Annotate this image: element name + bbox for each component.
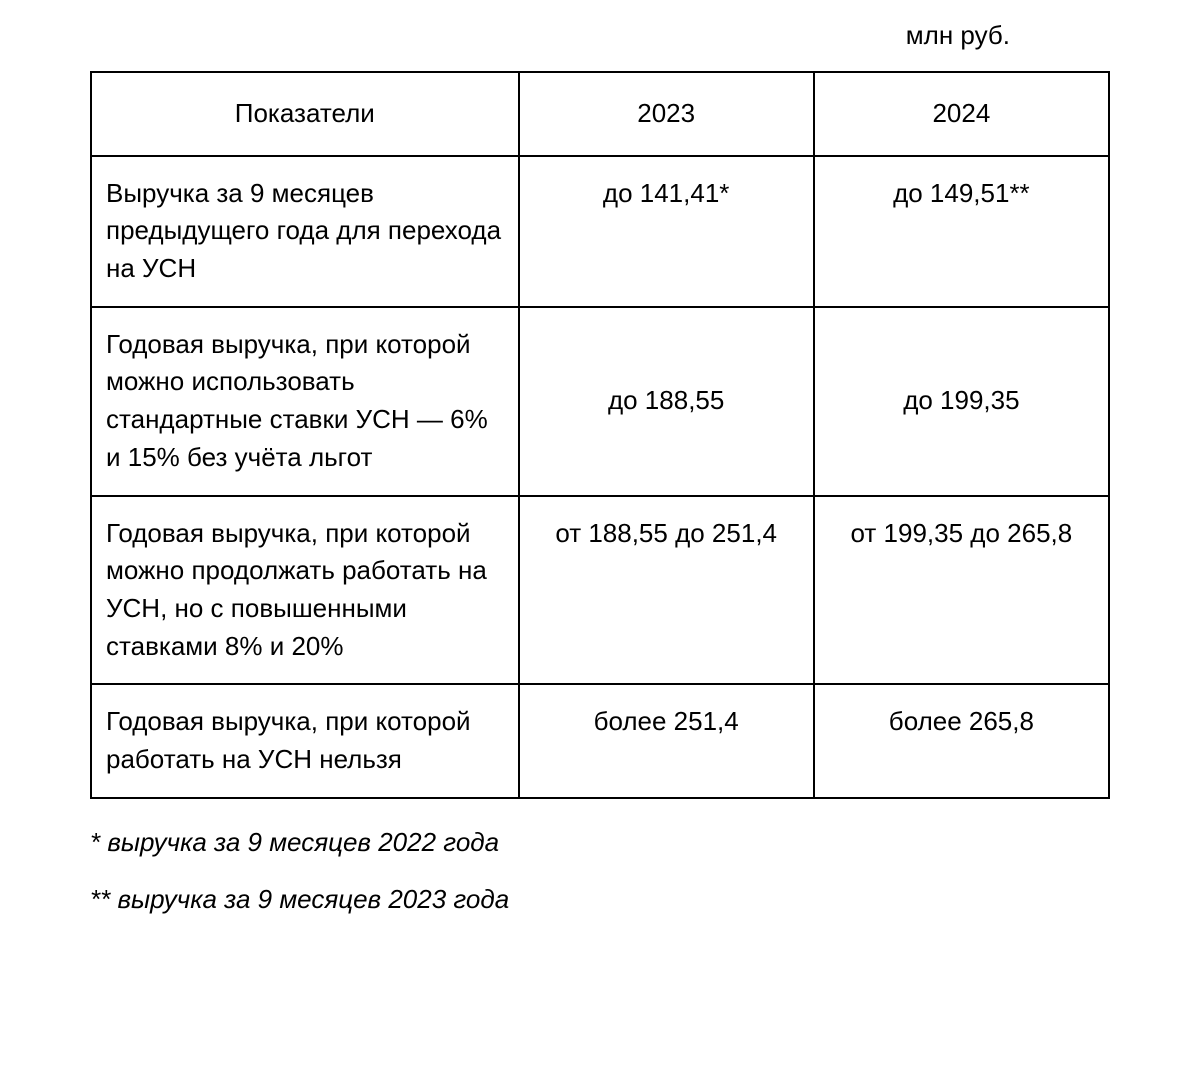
header-2023: 2023 [519,72,814,156]
indicator-cell: Годовая выручка, при которой можно испол… [91,307,519,496]
footnote-1: * выручка за 9 месяцев 2022 года [90,827,1110,858]
table-row: Годовая выручка, при которой можно продо… [91,496,1109,685]
value-2023: до 141,41* [519,156,814,307]
table-row: Годовая выручка, при которой работать на… [91,684,1109,797]
table-row: Годовая выручка, при которой можно испол… [91,307,1109,496]
table-row: Выручка за 9 месяцев предыдущего года дл… [91,156,1109,307]
header-2024: 2024 [814,72,1109,156]
value-2024: от 199,35 до 265,8 [814,496,1109,685]
header-indicators: Показатели [91,72,519,156]
value-2024: до 149,51** [814,156,1109,307]
value-2024: более 265,8 [814,684,1109,797]
footnote-2: ** выручка за 9 месяцев 2023 года [90,884,1110,915]
usn-limits-table: Показатели 2023 2024 Выручка за 9 месяце… [90,71,1110,799]
value-2023: более 251,4 [519,684,814,797]
unit-label: млн руб. [90,20,1110,51]
value-2024: до 199,35 [814,307,1109,496]
indicator-cell: Годовая выручка, при которой работать на… [91,684,519,797]
indicator-cell: Годовая выручка, при которой можно продо… [91,496,519,685]
indicator-cell: Выручка за 9 месяцев предыдущего года дл… [91,156,519,307]
footnotes: * выручка за 9 месяцев 2022 года ** выру… [90,827,1110,915]
value-2023: от 188,55 до 251,4 [519,496,814,685]
table-header-row: Показатели 2023 2024 [91,72,1109,156]
value-2023: до 188,55 [519,307,814,496]
